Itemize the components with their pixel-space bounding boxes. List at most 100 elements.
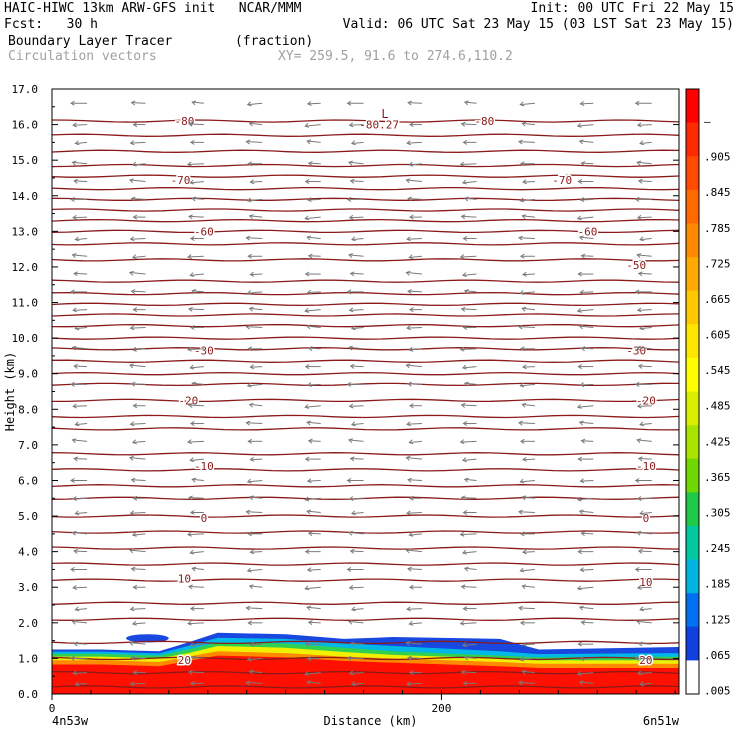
circulation-vector bbox=[74, 681, 88, 687]
contour-line bbox=[51, 242, 680, 246]
circulation-vector bbox=[577, 456, 594, 462]
circulation-vector bbox=[70, 289, 88, 295]
contour-line bbox=[51, 302, 680, 307]
circulation-vector bbox=[130, 655, 146, 661]
colorbar-swatch bbox=[686, 122, 699, 157]
circulation-vector bbox=[521, 495, 535, 501]
circulation-vector bbox=[348, 530, 364, 536]
contour-line bbox=[51, 119, 680, 123]
circulation-vector bbox=[246, 656, 263, 662]
circulation-vector bbox=[188, 214, 204, 220]
contour-label: -30 bbox=[626, 345, 646, 358]
contour-line bbox=[51, 670, 680, 675]
circulation-vector bbox=[350, 236, 364, 242]
circulation-vector bbox=[132, 214, 146, 220]
circulation-vector bbox=[130, 100, 146, 106]
circulation-vector bbox=[187, 161, 204, 167]
contour-line bbox=[51, 371, 680, 376]
circulation-vector bbox=[408, 307, 422, 313]
colorbar-label: .665 bbox=[704, 293, 731, 306]
circulation-vector bbox=[348, 585, 364, 590]
circulation-vector bbox=[128, 363, 146, 369]
circulation-vector bbox=[306, 567, 321, 573]
colorbar-label: .425 bbox=[704, 435, 731, 448]
circulation-vector bbox=[306, 101, 321, 106]
circulation-vector bbox=[634, 566, 652, 572]
circulation-vector bbox=[580, 161, 594, 167]
circulation-vector bbox=[247, 531, 263, 537]
circulation-vector bbox=[72, 214, 88, 220]
y-tick-label: 3.0 bbox=[18, 581, 38, 594]
colorbar-swatch bbox=[686, 357, 699, 392]
circulation-vector bbox=[346, 477, 364, 483]
contour-line bbox=[51, 484, 680, 488]
circulation-vector bbox=[246, 382, 263, 388]
circulation-vector bbox=[246, 197, 263, 203]
contour-label: -60 bbox=[194, 225, 214, 238]
circulation-vector bbox=[188, 584, 204, 590]
circulation-vector bbox=[636, 403, 652, 409]
circulation-vector bbox=[408, 254, 423, 260]
circulation-vector bbox=[71, 160, 88, 166]
colorbar-label: .605 bbox=[704, 329, 731, 342]
circulation-vector bbox=[461, 642, 477, 648]
circulation-vector bbox=[189, 680, 204, 686]
header-forecast-hour: Fcst: 30 h bbox=[4, 17, 98, 32]
circulation-vector bbox=[73, 641, 88, 647]
circulation-vector bbox=[462, 606, 477, 612]
circulation-vector bbox=[346, 289, 364, 295]
circulation-vector bbox=[462, 235, 477, 241]
colorbar-swatch bbox=[686, 626, 699, 661]
circulation-vector bbox=[189, 421, 204, 427]
circulation-vector bbox=[246, 567, 263, 573]
circulation-vector bbox=[187, 620, 204, 626]
circulation-vector bbox=[578, 324, 594, 330]
circulation-vector bbox=[462, 680, 477, 686]
circulation-vector bbox=[132, 495, 146, 501]
colorbar-swatch bbox=[686, 223, 699, 258]
colorbar-label: – bbox=[704, 115, 711, 128]
circulation-vector bbox=[350, 325, 364, 331]
circulation-vector bbox=[578, 420, 594, 426]
circulation-vector bbox=[349, 548, 364, 554]
circulation-vector bbox=[349, 456, 364, 462]
circulation-vector bbox=[248, 402, 263, 408]
circulation-vector bbox=[634, 477, 652, 483]
contour-line bbox=[51, 382, 680, 387]
circulation-vector bbox=[350, 510, 364, 516]
circulation-vector bbox=[348, 403, 364, 409]
circulation-vector bbox=[463, 655, 477, 661]
contour-label: 10 bbox=[178, 572, 191, 585]
circulation-vector bbox=[639, 606, 652, 612]
circulation-vector bbox=[463, 477, 477, 483]
circulation-vector bbox=[71, 345, 88, 351]
circulation-vector bbox=[304, 364, 321, 370]
circulation-vector bbox=[72, 122, 88, 128]
circulation-vector bbox=[247, 253, 263, 259]
circulation-vector bbox=[189, 139, 204, 145]
circulation-vector bbox=[519, 438, 535, 444]
contour-line bbox=[51, 685, 680, 689]
circulation-vector bbox=[70, 566, 88, 572]
circulation-vector bbox=[71, 253, 88, 259]
circulation-vector bbox=[461, 457, 477, 463]
contour-line bbox=[51, 133, 680, 137]
circulation-vector bbox=[306, 478, 321, 484]
circulation-vector bbox=[406, 236, 422, 242]
circulation-vector bbox=[191, 477, 204, 483]
circulation-vector bbox=[187, 254, 204, 260]
circulation-vector bbox=[580, 253, 594, 259]
circulation-vector bbox=[70, 381, 88, 387]
colorbar-label: .845 bbox=[704, 186, 731, 199]
circulation-vector bbox=[245, 420, 263, 426]
circulation-vector bbox=[304, 404, 321, 409]
circulation-vector bbox=[639, 681, 652, 687]
colorbar-swatch bbox=[686, 593, 699, 628]
circulation-vector bbox=[463, 100, 477, 106]
circulation-vector bbox=[348, 160, 364, 166]
circulation-vector bbox=[247, 346, 263, 352]
circulation-vector bbox=[348, 345, 364, 351]
circulation-vector bbox=[636, 619, 652, 625]
y-tick-label: 10.0 bbox=[12, 332, 39, 345]
circulation-vector bbox=[132, 403, 146, 409]
